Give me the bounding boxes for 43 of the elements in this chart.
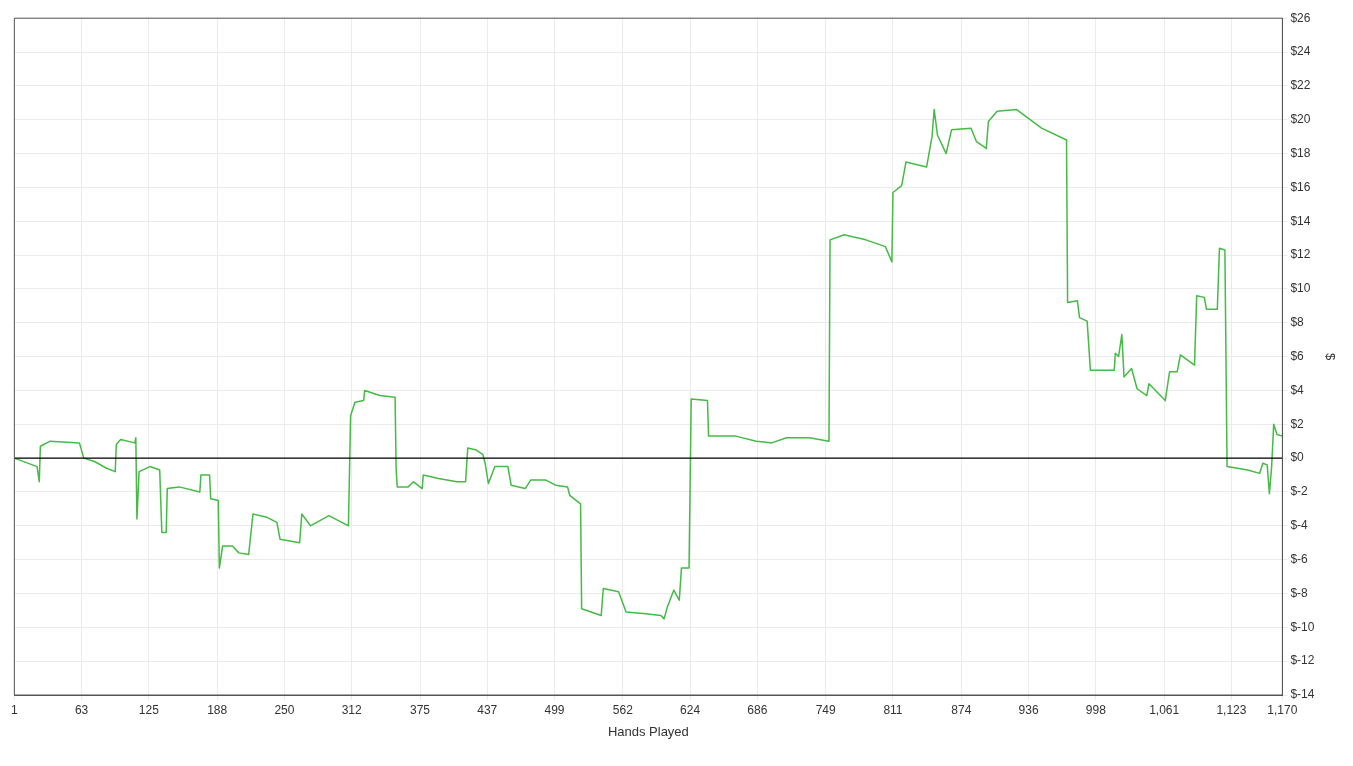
y-tick-label: $14 xyxy=(1290,213,1311,228)
y-tick-label: $4 xyxy=(1290,382,1305,397)
y-tick-label: $24 xyxy=(1290,44,1311,59)
y-tick-label: $-6 xyxy=(1290,551,1309,566)
y-tick-label: $26 xyxy=(1290,10,1311,25)
x-tick-label: 811 xyxy=(883,702,903,717)
y-tick-label: $6 xyxy=(1290,348,1305,363)
y-tick-label: $2 xyxy=(1290,416,1305,431)
x-tick-label: 250 xyxy=(274,702,295,717)
y-tick-label: $12 xyxy=(1290,247,1311,262)
x-tick-label: 624 xyxy=(680,702,701,717)
x-tick-label: 686 xyxy=(747,702,768,717)
y-tick-label: $10 xyxy=(1290,281,1311,296)
x-tick-label: 562 xyxy=(612,702,634,717)
x-tick-label: 1,061 xyxy=(1149,702,1180,717)
x-tick-label: 312 xyxy=(341,702,363,717)
y-tick-label: $-2 xyxy=(1290,484,1309,499)
x-tick-label: 188 xyxy=(207,702,228,717)
x-tick-label: 1 xyxy=(10,702,18,717)
y-tick-label: $-10 xyxy=(1290,619,1315,634)
y-axis-title: $ xyxy=(1322,352,1338,361)
x-axis-title: Hands Played xyxy=(607,723,689,739)
x-tick-label: 375 xyxy=(410,702,431,717)
x-tick-label: 1,123 xyxy=(1216,702,1247,717)
y-tick-label: $-8 xyxy=(1290,585,1309,600)
x-tick-label: 63 xyxy=(74,702,89,717)
y-tick-label: $20 xyxy=(1290,112,1311,127)
x-tick-label: 749 xyxy=(815,702,837,717)
y-tick-label: $0 xyxy=(1290,450,1305,465)
y-tick-label: $-14 xyxy=(1290,687,1315,702)
x-tick-label: 936 xyxy=(1018,702,1039,717)
y-tick-label: $-4 xyxy=(1290,518,1309,533)
x-tick-label: 125 xyxy=(138,702,160,717)
y-tick-label: $18 xyxy=(1290,145,1311,160)
y-tick-label: $16 xyxy=(1290,179,1311,194)
x-tick-label: 998 xyxy=(1085,702,1107,717)
y-tick-label: $8 xyxy=(1290,315,1305,330)
x-tick-label: 874 xyxy=(951,702,972,717)
y-tick-label: $22 xyxy=(1290,78,1311,93)
x-tick-label: 1,170 xyxy=(1267,702,1298,717)
x-tick-label: 437 xyxy=(477,702,498,717)
x-tick-label: 499 xyxy=(544,702,565,717)
y-tick-label: $-12 xyxy=(1290,653,1315,668)
